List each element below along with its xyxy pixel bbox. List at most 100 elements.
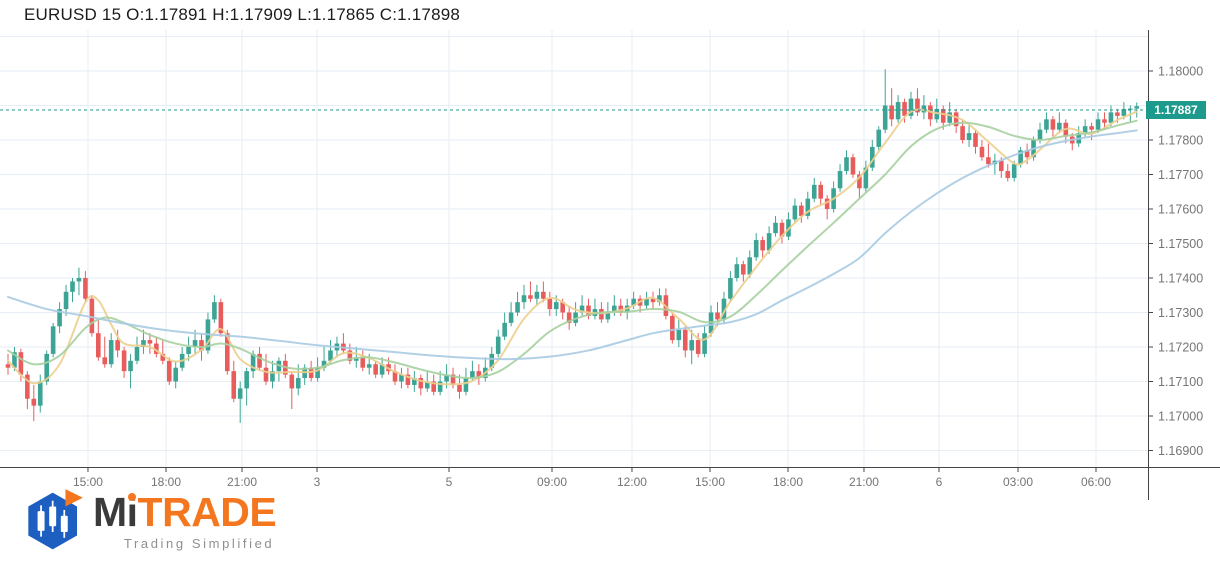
time-axis-label: 3 bbox=[314, 475, 321, 489]
candle-down bbox=[857, 174, 862, 189]
candle-down bbox=[986, 157, 991, 165]
candle-up bbox=[792, 205, 798, 220]
ma-fast-line bbox=[7, 108, 1138, 386]
candle-up bbox=[173, 367, 178, 382]
candle-down bbox=[682, 329, 688, 351]
candle-up bbox=[837, 171, 843, 189]
candle-down bbox=[166, 360, 172, 382]
price-axis-label: 1.17100 bbox=[1158, 375, 1203, 389]
candle-down bbox=[695, 340, 701, 354]
candle-up bbox=[1121, 108, 1127, 116]
candle-down bbox=[392, 371, 398, 382]
candle-up bbox=[424, 381, 430, 389]
candle-up bbox=[631, 298, 636, 306]
candle-up bbox=[489, 353, 495, 368]
candle-up bbox=[921, 105, 927, 113]
candle-up bbox=[237, 388, 243, 399]
price-axis-label: 1.17800 bbox=[1158, 134, 1203, 148]
price-axis-label: 1.17300 bbox=[1158, 306, 1203, 320]
candle-up bbox=[1044, 119, 1049, 130]
mitrade-logo: Mi TRADE Trading Simplified bbox=[26, 489, 277, 553]
candle-up bbox=[57, 309, 62, 327]
candle-down bbox=[818, 184, 823, 199]
candle-down bbox=[1089, 126, 1094, 130]
candle-up bbox=[657, 295, 662, 303]
price-axis-label: 1.16900 bbox=[1158, 444, 1203, 458]
candle-down bbox=[960, 126, 965, 140]
mitrade-logo-text: Mi TRADE Trading Simplified bbox=[93, 489, 277, 551]
candle-up bbox=[63, 291, 69, 310]
candle-up bbox=[1082, 126, 1088, 134]
price-axis-label: 1.17500 bbox=[1158, 237, 1203, 251]
candle-up bbox=[721, 298, 727, 320]
price-axis-label: 1.17700 bbox=[1158, 168, 1203, 182]
candle-up bbox=[192, 340, 198, 347]
candle-up bbox=[553, 302, 559, 310]
candle-up bbox=[773, 222, 778, 234]
candle-down bbox=[1102, 119, 1107, 123]
candle-up bbox=[895, 102, 901, 120]
candle-down bbox=[566, 312, 572, 323]
candle-up bbox=[70, 281, 75, 292]
mitrade-logo-icon bbox=[28, 489, 83, 550]
candle-up bbox=[882, 105, 888, 130]
candle-down bbox=[889, 105, 894, 120]
candle-up bbox=[1108, 112, 1114, 123]
candle-up bbox=[315, 367, 320, 379]
moving-averages bbox=[7, 108, 1138, 386]
candle-up bbox=[534, 291, 540, 299]
candle-down bbox=[102, 357, 108, 365]
candle-down bbox=[618, 305, 624, 313]
candle-up bbox=[947, 112, 952, 123]
candle-up bbox=[1095, 119, 1101, 130]
candle-down bbox=[850, 157, 856, 175]
candle-down bbox=[257, 353, 262, 368]
candle-down bbox=[1024, 150, 1030, 158]
time-axis-label: 21:00 bbox=[227, 475, 257, 489]
candle-down bbox=[979, 146, 985, 158]
price-axis-label: 1.18000 bbox=[1158, 65, 1203, 79]
candle-up bbox=[470, 371, 475, 379]
time-axis-label: 21:00 bbox=[849, 475, 879, 489]
candle-up bbox=[250, 353, 256, 372]
candle-down bbox=[953, 112, 959, 127]
candle-up bbox=[412, 378, 417, 385]
candle-up bbox=[908, 98, 914, 116]
candle-up bbox=[753, 240, 759, 258]
candle-up bbox=[966, 133, 972, 140]
candle-up bbox=[863, 167, 869, 189]
candle-down bbox=[83, 278, 88, 299]
logo-tagline: Trading Simplified bbox=[123, 536, 275, 551]
candle-down bbox=[586, 305, 591, 316]
candle-down bbox=[25, 374, 30, 399]
time-axis-label: 18:00 bbox=[773, 475, 803, 489]
candle-down bbox=[289, 374, 295, 389]
candle-up bbox=[1057, 122, 1062, 130]
candle-down bbox=[373, 364, 378, 375]
time-axis-label: 09:00 bbox=[537, 475, 567, 489]
candle-up bbox=[579, 305, 585, 313]
time-axis-label: 12:00 bbox=[617, 475, 647, 489]
candle-up bbox=[379, 364, 385, 375]
candle-down bbox=[599, 309, 604, 320]
candle-down bbox=[231, 371, 237, 399]
axes[interactable]: 1.180001.179001.178001.177001.176001.175… bbox=[0, 30, 1220, 500]
candle-down bbox=[457, 384, 462, 392]
candle-down bbox=[450, 374, 456, 385]
time-axis-label: 06:00 bbox=[1081, 475, 1111, 489]
candle-down bbox=[779, 222, 785, 237]
candle-up bbox=[508, 312, 514, 323]
candle-down bbox=[799, 205, 804, 216]
candle-down bbox=[560, 302, 565, 313]
candle-up bbox=[1011, 164, 1017, 178]
candle-down bbox=[824, 198, 830, 209]
candle-down bbox=[741, 264, 746, 275]
candle-up bbox=[728, 278, 733, 299]
candle-up bbox=[702, 333, 707, 354]
candle-down bbox=[902, 102, 907, 116]
candle-up bbox=[186, 347, 191, 354]
candle-up bbox=[128, 360, 133, 372]
candle-up bbox=[295, 378, 301, 389]
candle-down bbox=[1005, 171, 1011, 178]
